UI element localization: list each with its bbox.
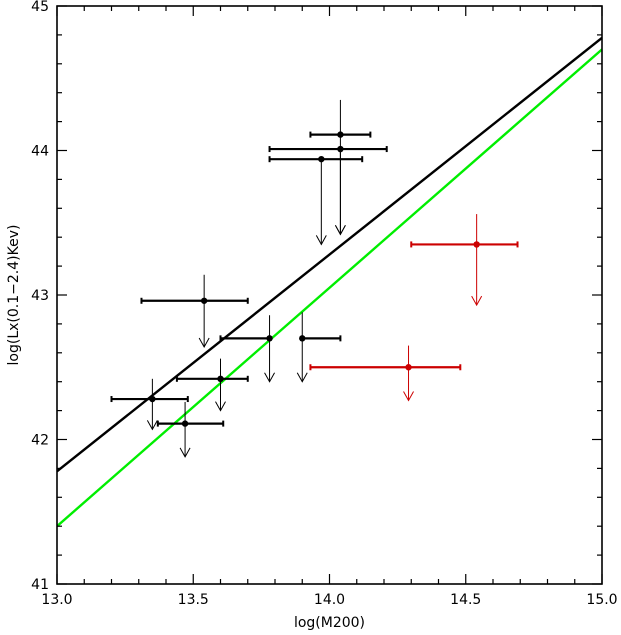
- data-point: [268, 145, 388, 236]
- point-marker: [318, 155, 325, 163]
- point-marker: [266, 335, 273, 342]
- x-tick-label: 13.0: [41, 592, 72, 608]
- plot-frame: [56, 5, 603, 585]
- x-axis-label: log(M200): [294, 615, 365, 631]
- point-marker: [217, 375, 224, 383]
- y-tick-label: 43: [31, 288, 49, 304]
- data-points: [110, 99, 519, 458]
- arrow-head: [296, 372, 308, 383]
- point-marker: [181, 420, 189, 427]
- data-point: [140, 274, 249, 349]
- arrow-head: [471, 295, 483, 307]
- arrow-head: [315, 235, 327, 246]
- point-marker: [299, 335, 306, 342]
- data-point: [156, 401, 225, 458]
- arrow-head: [215, 401, 226, 412]
- y-tick-label: 42: [31, 433, 49, 449]
- data-point: [110, 378, 189, 431]
- data-point: [268, 155, 364, 246]
- x-tick-label: 14.0: [314, 592, 345, 608]
- fit-line-2: [57, 48, 602, 528]
- axis-ticks: [56, 5, 603, 585]
- point-marker: [337, 145, 344, 153]
- x-tick-label: 15.0: [586, 592, 617, 608]
- data-point: [175, 358, 249, 412]
- arrow-head: [264, 372, 275, 383]
- x-tick-label: 13.5: [178, 592, 209, 608]
- arrow-head: [179, 447, 191, 458]
- point-marker: [473, 241, 480, 248]
- tick-labels: 13.0 13.5 14.0 14.5 15.0 41 42 43 44 45: [31, 0, 617, 608]
- y-tick-label: 41: [31, 577, 49, 593]
- x-tick-label: 14.5: [450, 592, 481, 608]
- arrow-head: [334, 225, 346, 236]
- data-point: [296, 312, 342, 383]
- y-axis-label: log(Lx(0.1−2.4)Kev): [6, 225, 22, 366]
- data-point: [410, 214, 519, 307]
- arrow-head: [146, 420, 158, 431]
- y-tick-label: 45: [31, 0, 49, 15]
- point-marker: [200, 297, 208, 304]
- arrow-head: [403, 391, 414, 402]
- data-point: [219, 315, 275, 383]
- data-point: [309, 345, 462, 402]
- arrow-head: [198, 337, 210, 349]
- point-marker: [405, 364, 412, 371]
- point-marker: [149, 395, 156, 403]
- y-tick-label: 44: [31, 144, 49, 160]
- point-marker: [337, 131, 344, 138]
